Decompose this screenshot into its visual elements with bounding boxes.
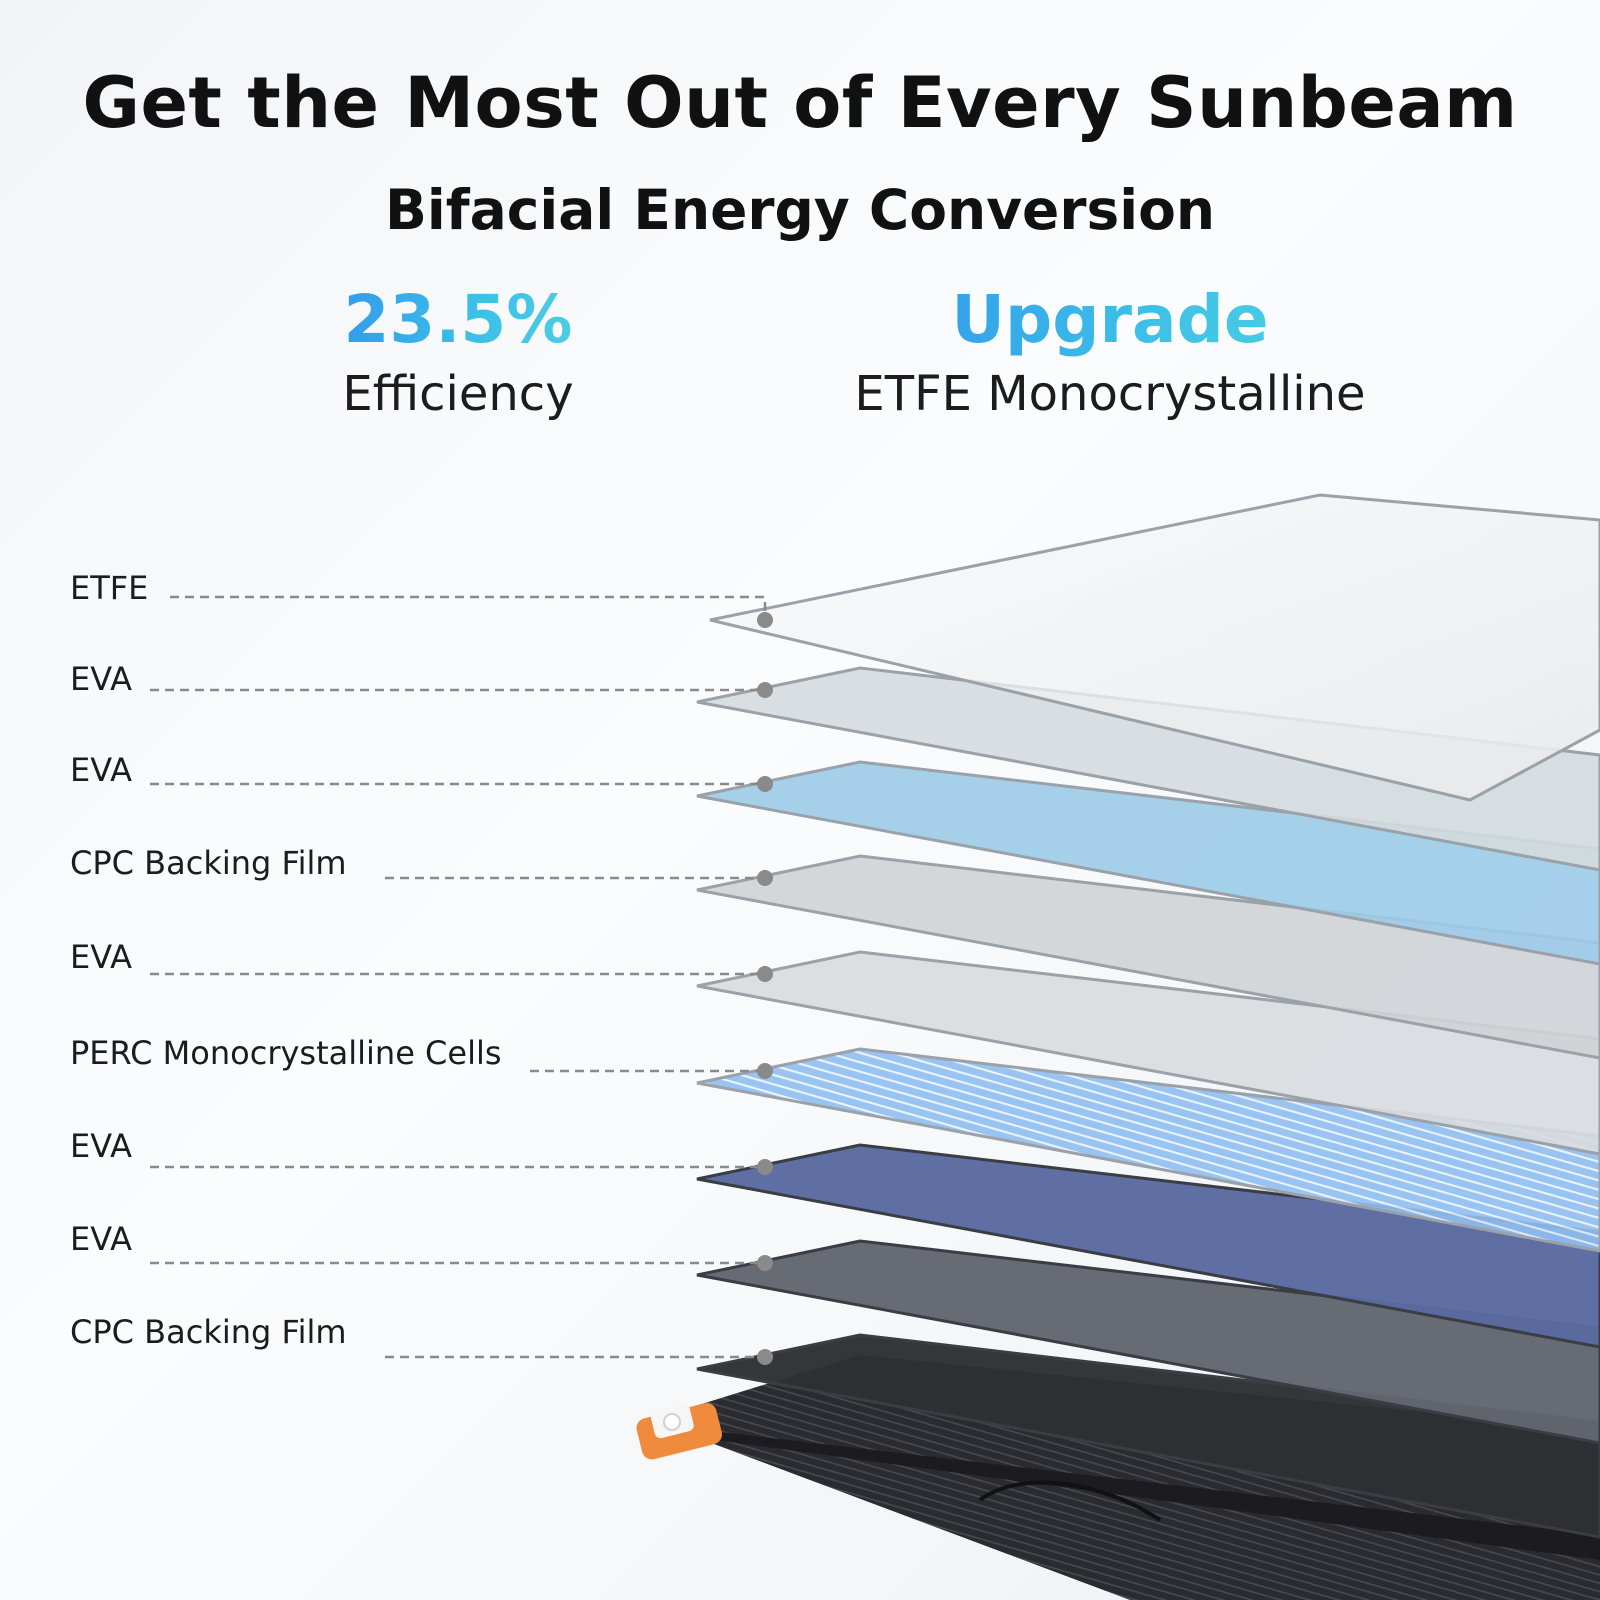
layer-sheet <box>696 950 1600 1156</box>
connector-dot <box>757 1349 773 1365</box>
layer-label: EVA <box>70 1220 132 1258</box>
layer-sheet <box>709 493 1600 802</box>
efficiency-stat: 23.5% Efficiency <box>258 282 658 424</box>
material-value: Upgrade <box>770 282 1450 358</box>
layer-sheet <box>696 1047 1600 1253</box>
page-subtitle: Bifacial Energy Conversion <box>384 178 1216 242</box>
layer-sheet <box>696 1143 1600 1349</box>
layer-label: CPC Backing Film <box>70 1313 347 1351</box>
layer-sheet <box>696 1239 1600 1445</box>
layer-label: CPC Backing Film <box>70 844 347 882</box>
efficiency-label: Efficiency <box>342 366 574 422</box>
page-title: Get the Most Out of Every Sunbeam <box>82 62 1518 144</box>
connector-dot <box>757 966 773 982</box>
layer-sheet <box>696 1333 1600 1539</box>
connector-line <box>170 595 767 620</box>
handle-icon <box>636 1403 723 1460</box>
connector-dot <box>757 776 773 792</box>
layer-label: PERC Monocrystalline Cells <box>70 1034 502 1072</box>
material-label: ETFE Monocrystalline <box>854 366 1366 422</box>
connector-dot <box>757 682 773 698</box>
connector-dot <box>757 1063 773 1079</box>
connector-dot <box>757 1159 773 1175</box>
layer-sheet <box>696 666 1600 872</box>
layer-label: EVA <box>70 751 132 789</box>
layer-sheet <box>696 760 1600 966</box>
connector-dot <box>757 870 773 886</box>
layer-label: EVA <box>70 1127 132 1165</box>
connector-dot <box>757 612 773 628</box>
connector-dot <box>757 1255 773 1271</box>
layer-label: EVA <box>70 938 132 976</box>
layer-label: EVA <box>70 660 132 698</box>
layer-label: ETFE <box>70 569 149 607</box>
efficiency-value: 23.5% <box>258 282 658 358</box>
material-stat: Upgrade ETFE Monocrystalline <box>770 282 1450 424</box>
layer-sheet <box>696 854 1600 1060</box>
